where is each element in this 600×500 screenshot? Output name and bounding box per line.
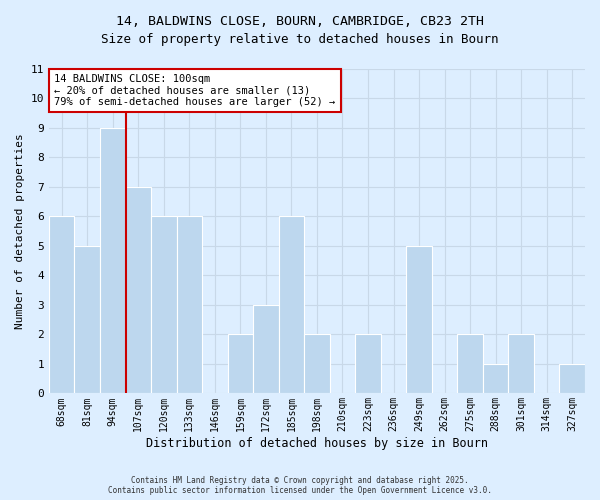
Bar (74, 246, 100, 394)
Text: Contains HM Land Registry data © Crown copyright and database right 2025.
Contai: Contains HM Land Registry data © Crown c… (108, 476, 492, 495)
Bar (304, 334, 330, 394)
Bar (406, 246, 432, 394)
Bar (227, 334, 253, 394)
Y-axis label: Number of detached properties: Number of detached properties (15, 134, 25, 329)
Bar (49, 216, 74, 394)
Bar (355, 334, 381, 394)
Bar (176, 216, 202, 394)
Text: 14, BALDWINS CLOSE, BOURN, CAMBRIDGE, CB23 2TH: 14, BALDWINS CLOSE, BOURN, CAMBRIDGE, CB… (116, 15, 484, 28)
Bar (508, 334, 534, 394)
Bar (151, 216, 176, 394)
Text: Size of property relative to detached houses in Bourn: Size of property relative to detached ho… (101, 32, 499, 46)
Bar (457, 334, 483, 394)
Bar (125, 187, 151, 394)
Bar (253, 305, 278, 394)
Bar (278, 216, 304, 394)
Bar (100, 128, 125, 394)
Bar (483, 364, 508, 394)
Text: 14 BALDWINS CLOSE: 100sqm
← 20% of detached houses are smaller (13)
79% of semi-: 14 BALDWINS CLOSE: 100sqm ← 20% of detac… (54, 74, 335, 107)
X-axis label: Distribution of detached houses by size in Bourn: Distribution of detached houses by size … (146, 437, 488, 450)
Bar (559, 364, 585, 394)
